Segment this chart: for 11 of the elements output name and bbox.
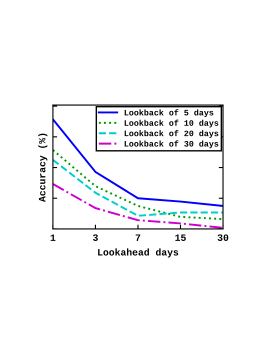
legend-label: Lookback of 20 days bbox=[124, 130, 218, 138]
x-axis-title: Lookahead days bbox=[98, 248, 178, 258]
x-tick-label: 1 bbox=[50, 234, 56, 241]
y-axis-title: Accuracy (%) bbox=[38, 134, 48, 202]
x-tick-label: 7 bbox=[136, 234, 140, 241]
legend-label: Lookback of 10 days bbox=[124, 120, 218, 128]
x-tick-label: 3 bbox=[92, 234, 98, 241]
x-tick-label: 15 bbox=[175, 234, 186, 241]
legend-label: Lookback of 30 days bbox=[124, 140, 218, 148]
legend-label: Lookback of 5 days bbox=[124, 109, 214, 118]
x-tick-label: 30 bbox=[218, 234, 228, 241]
